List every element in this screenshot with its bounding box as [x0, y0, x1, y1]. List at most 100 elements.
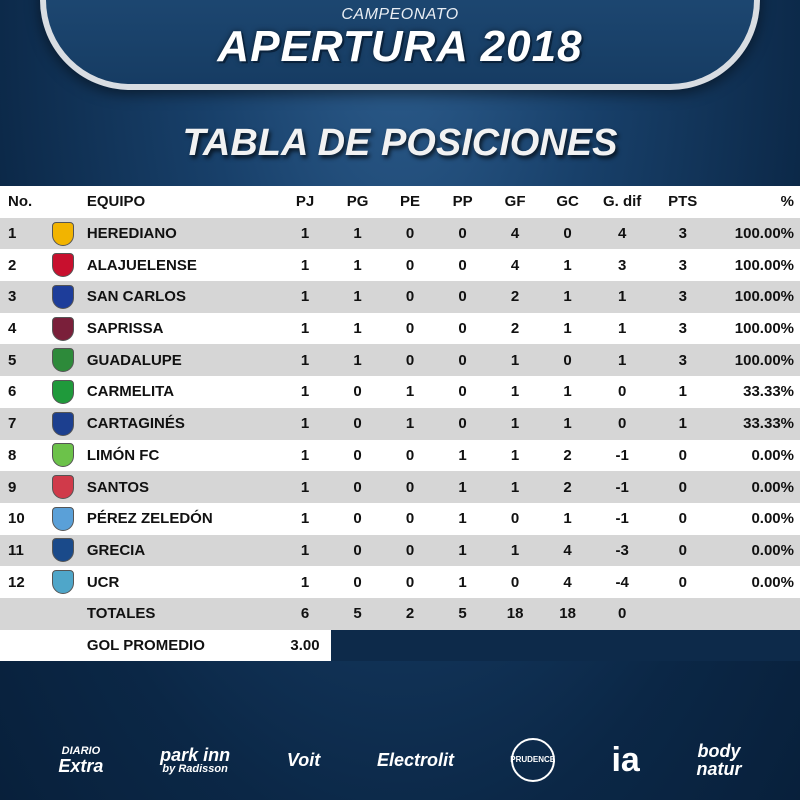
average-label: GOL PROMEDIO — [86, 636, 205, 654]
row-gdif: 1 — [617, 320, 627, 338]
row-gf: 2 — [510, 288, 520, 306]
row-pp: 1 — [458, 541, 467, 559]
totals-pj: 6 — [300, 605, 310, 623]
row-gdif: -1 — [615, 510, 629, 528]
ucr-crest-icon — [51, 570, 74, 595]
row-pe: 0 — [405, 320, 415, 338]
row-pp: 0 — [458, 320, 467, 338]
row-gc: 4 — [563, 573, 572, 591]
table-row: 12 UCR 1 0 0 1 0 4 -4 0 0.00% — [0, 566, 800, 598]
table-row: 11 GRECIA 1 0 0 1 1 4 -3 0 0.00% — [0, 534, 800, 567]
row-pts: 0 — [678, 478, 687, 496]
perez-zeledon-crest-icon — [51, 506, 74, 531]
saprissa-crest-icon — [51, 316, 74, 341]
row-pts: 0 — [678, 573, 687, 591]
row-gf: 4 — [510, 256, 520, 274]
row-pg: 1 — [353, 225, 362, 243]
table-row: 9 SANTOS 1 0 0 1 1 2 -1 0 0.00% — [0, 471, 800, 503]
row-pj: 1 — [300, 288, 310, 306]
row-no: 12 — [8, 573, 25, 591]
row-pts: 3 — [678, 225, 687, 243]
totals-label: TOTALES — [86, 605, 156, 623]
totals-gc: 18 — [559, 605, 576, 623]
row-pp: 0 — [458, 415, 467, 433]
row-no: 4 — [8, 320, 17, 338]
prudence-label: PRUDENCE — [510, 755, 556, 764]
totals-gf: 18 — [506, 605, 524, 623]
col-header-pg: PG — [346, 193, 369, 211]
row-gdif: 3 — [617, 256, 627, 274]
totals-row: TOTALES 6 5 2 5 18 18 0 — [0, 597, 800, 630]
row-no: 3 — [8, 288, 17, 306]
col-header-gf: GF — [504, 193, 526, 211]
banner-title: APERTURA 2018 — [217, 22, 583, 71]
row-no: 10 — [8, 510, 25, 528]
row-gf: 0 — [510, 573, 520, 591]
row-gf: 1 — [510, 446, 520, 464]
row-gf: 1 — [510, 541, 520, 559]
row-pe: 0 — [405, 541, 415, 559]
ia-logo: ia — [611, 743, 639, 777]
natur-label: natur — [696, 759, 742, 779]
row-gc: 1 — [563, 383, 572, 401]
row-pct: 33.33% — [743, 415, 794, 433]
row-team: SAN CARLOS — [86, 288, 186, 306]
standings-table: No. EQUIPO PJ PG PE PP GF GC G. dif PTS … — [0, 186, 800, 662]
col-header-logo — [42, 186, 82, 218]
row-pct: 0.00% — [751, 541, 794, 559]
row-pj: 1 — [300, 256, 310, 274]
row-team: CARTAGINÉS — [86, 415, 185, 433]
row-pp: 1 — [458, 573, 467, 591]
body-label: body — [697, 741, 741, 761]
row-pp: 1 — [458, 446, 467, 464]
row-pg: 0 — [353, 446, 362, 464]
row-team: UCR — [86, 573, 120, 591]
table-row: 6 CARMELITA 1 0 1 0 1 1 0 1 33.33% — [0, 376, 800, 408]
row-pe: 0 — [405, 478, 415, 496]
electrolit-label: Electrolit — [376, 750, 454, 770]
row-no: 1 — [8, 225, 17, 243]
row-gc: 1 — [563, 415, 572, 433]
row-pe: 0 — [405, 510, 415, 528]
row-pts: 3 — [678, 256, 687, 274]
row-no: 8 — [8, 446, 17, 464]
row-pp: 1 — [458, 510, 467, 528]
table-row: 1 HEREDIANO 1 1 0 0 4 0 4 3 100.00% — [0, 217, 800, 250]
table-row: 10 PÉREZ ZELEDÓN 1 0 0 1 0 1 -1 0 0.00% — [0, 502, 800, 535]
row-pj: 1 — [300, 415, 310, 433]
table-row: 2 ALAJUELENSE 1 1 0 0 4 1 3 3 100.00% — [0, 249, 800, 282]
row-pct: 100.00% — [734, 351, 794, 369]
row-pe: 0 — [405, 288, 415, 306]
row-gdif: -1 — [615, 478, 629, 496]
row-pg: 1 — [353, 288, 362, 306]
row-gc: 0 — [563, 225, 572, 243]
row-team: SAPRISSA — [86, 320, 164, 338]
banner-plate — [40, 0, 760, 90]
row-gdif: 1 — [617, 288, 627, 306]
table-row: 7 CARTAGINÉS 1 0 1 0 1 1 0 1 33.33% — [0, 407, 800, 440]
row-gf: 4 — [510, 225, 520, 243]
cartagines-crest-icon — [51, 411, 74, 436]
row-pp: 0 — [458, 225, 467, 243]
body-natur-logo: body natur — [697, 742, 742, 778]
diario-extra-logo: DIARIO Extra — [58, 745, 104, 776]
row-pp: 0 — [458, 256, 467, 274]
col-header-team: EQUIPO — [86, 193, 146, 211]
row-pts: 3 — [678, 351, 687, 369]
totals-gdif: 0 — [617, 605, 627, 623]
row-pct: 100.00% — [734, 288, 794, 306]
row-pj: 1 — [300, 541, 310, 559]
extra-label: Extra — [58, 755, 104, 776]
row-gdif: 0 — [617, 383, 627, 401]
standings-table-wrap: No. EQUIPO PJ PG PE PP GF GC G. dif PTS … — [0, 186, 800, 662]
row-pg: 1 — [353, 320, 362, 338]
row-pj: 1 — [300, 351, 310, 369]
row-pe: 1 — [405, 415, 415, 433]
row-pg: 0 — [353, 415, 362, 433]
row-team: SANTOS — [86, 478, 150, 496]
row-pj: 1 — [300, 446, 310, 464]
row-pts: 3 — [678, 288, 687, 306]
row-pg: 0 — [353, 478, 362, 496]
row-gdif: 0 — [617, 415, 627, 433]
